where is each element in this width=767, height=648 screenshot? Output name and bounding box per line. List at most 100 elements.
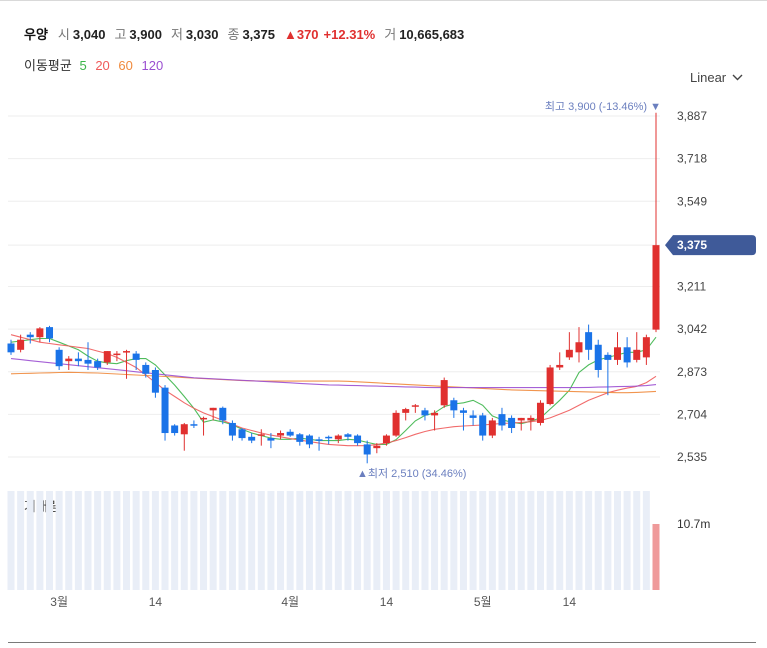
volume-bar [431, 491, 439, 590]
candle [123, 351, 131, 353]
volume-bar [652, 524, 660, 590]
change-value: ▲370 [283, 27, 319, 42]
volume-bar [26, 491, 34, 590]
volume-bar [84, 491, 92, 590]
candle [508, 417, 516, 428]
volume-bar [55, 491, 63, 590]
volume-bar [142, 491, 150, 590]
candle [479, 415, 487, 436]
candle [305, 435, 313, 445]
volume-bar [219, 491, 227, 590]
candle [180, 424, 188, 435]
volume-bar [325, 491, 333, 590]
volume-bar [633, 491, 641, 590]
ma-20-legend[interactable]: 20 [95, 58, 110, 73]
volume-bar [228, 491, 236, 590]
volume-bar [267, 491, 275, 590]
y-tick-label: 2,704 [677, 407, 707, 421]
volume-bar [382, 491, 390, 590]
high-label: 고 [114, 27, 127, 42]
candle [517, 417, 525, 421]
volume-bar [479, 491, 487, 590]
candle [277, 433, 285, 436]
volume-bar [440, 491, 448, 590]
volume-bar [565, 491, 573, 590]
ma-120-legend[interactable]: 120 [141, 58, 164, 73]
candle [26, 334, 34, 338]
high-annotation: 최고 3,900 (-13.46%) ▼ [545, 100, 661, 113]
candle [498, 414, 506, 426]
low-label: 저 [170, 27, 183, 42]
low-annotation: ▲최저 2,510 (34.46%) [357, 467, 466, 480]
volume-bar [450, 491, 458, 590]
ma-60-line [10, 371, 657, 394]
volume-bar [536, 491, 544, 590]
volume-bar [200, 491, 208, 590]
volume-bar [498, 491, 506, 590]
volume-bar [36, 491, 44, 590]
candle [633, 349, 641, 360]
scale-dropdown[interactable]: Linear [690, 70, 743, 85]
volume-bar [7, 491, 15, 590]
volume-axis-label: 10.7m [677, 517, 710, 531]
candle [228, 422, 236, 436]
high-value: 3,900 [129, 27, 162, 42]
ma-5-line [10, 336, 657, 445]
candle [594, 344, 602, 370]
chevron-down-icon [732, 74, 743, 81]
volume-bar [286, 491, 294, 590]
y-tick-label: 3,549 [677, 194, 707, 208]
volume-bar [344, 491, 352, 590]
bottom-axis-line [8, 642, 756, 643]
close-label: 종 [227, 27, 240, 42]
ma-5-legend[interactable]: 5 [79, 58, 87, 73]
volume-bar [161, 491, 169, 590]
candle [527, 417, 535, 421]
volume-bar [469, 491, 477, 590]
candle [200, 417, 208, 420]
candle [585, 332, 593, 350]
candle [363, 444, 371, 455]
volume-bar [113, 491, 121, 590]
candle [84, 359, 92, 364]
candle [267, 438, 275, 441]
volume-bar [315, 491, 323, 590]
volume-bar [459, 491, 467, 590]
candle [325, 436, 333, 439]
volume-bar [180, 491, 188, 590]
volume-bar [94, 491, 102, 590]
volume-bar [74, 491, 82, 590]
y-tick-label: 3,718 [677, 152, 707, 166]
candle [344, 434, 352, 437]
candle [411, 405, 419, 407]
open-value: 3,040 [72, 27, 106, 42]
x-tick-label: 3월 [50, 595, 68, 609]
volume-bar [238, 491, 246, 590]
candle [257, 434, 265, 436]
candle [219, 407, 227, 421]
volume-bar [517, 491, 525, 590]
ma-60-legend[interactable]: 60 [118, 58, 133, 73]
volume-bar [411, 491, 419, 590]
candle [450, 400, 458, 411]
candle [286, 431, 294, 436]
candle [209, 407, 217, 411]
y-tick-label: 3,887 [677, 109, 707, 123]
volume-bar [392, 491, 400, 590]
candle [334, 435, 342, 440]
volume-bar [305, 491, 313, 590]
candle [36, 328, 44, 338]
volume-bar [546, 491, 554, 590]
candle [604, 354, 612, 360]
candle [546, 367, 554, 405]
open-label: 시 [57, 27, 70, 42]
moving-average-legend: 이동평균 5 20 60 120 [24, 55, 168, 74]
candle [103, 351, 111, 363]
x-tick-label: 14 [380, 595, 394, 609]
x-tick-label: 14 [149, 595, 163, 609]
candle [488, 420, 496, 436]
volume-bar [17, 491, 25, 590]
candle [248, 436, 256, 441]
volume-bar [151, 491, 159, 590]
